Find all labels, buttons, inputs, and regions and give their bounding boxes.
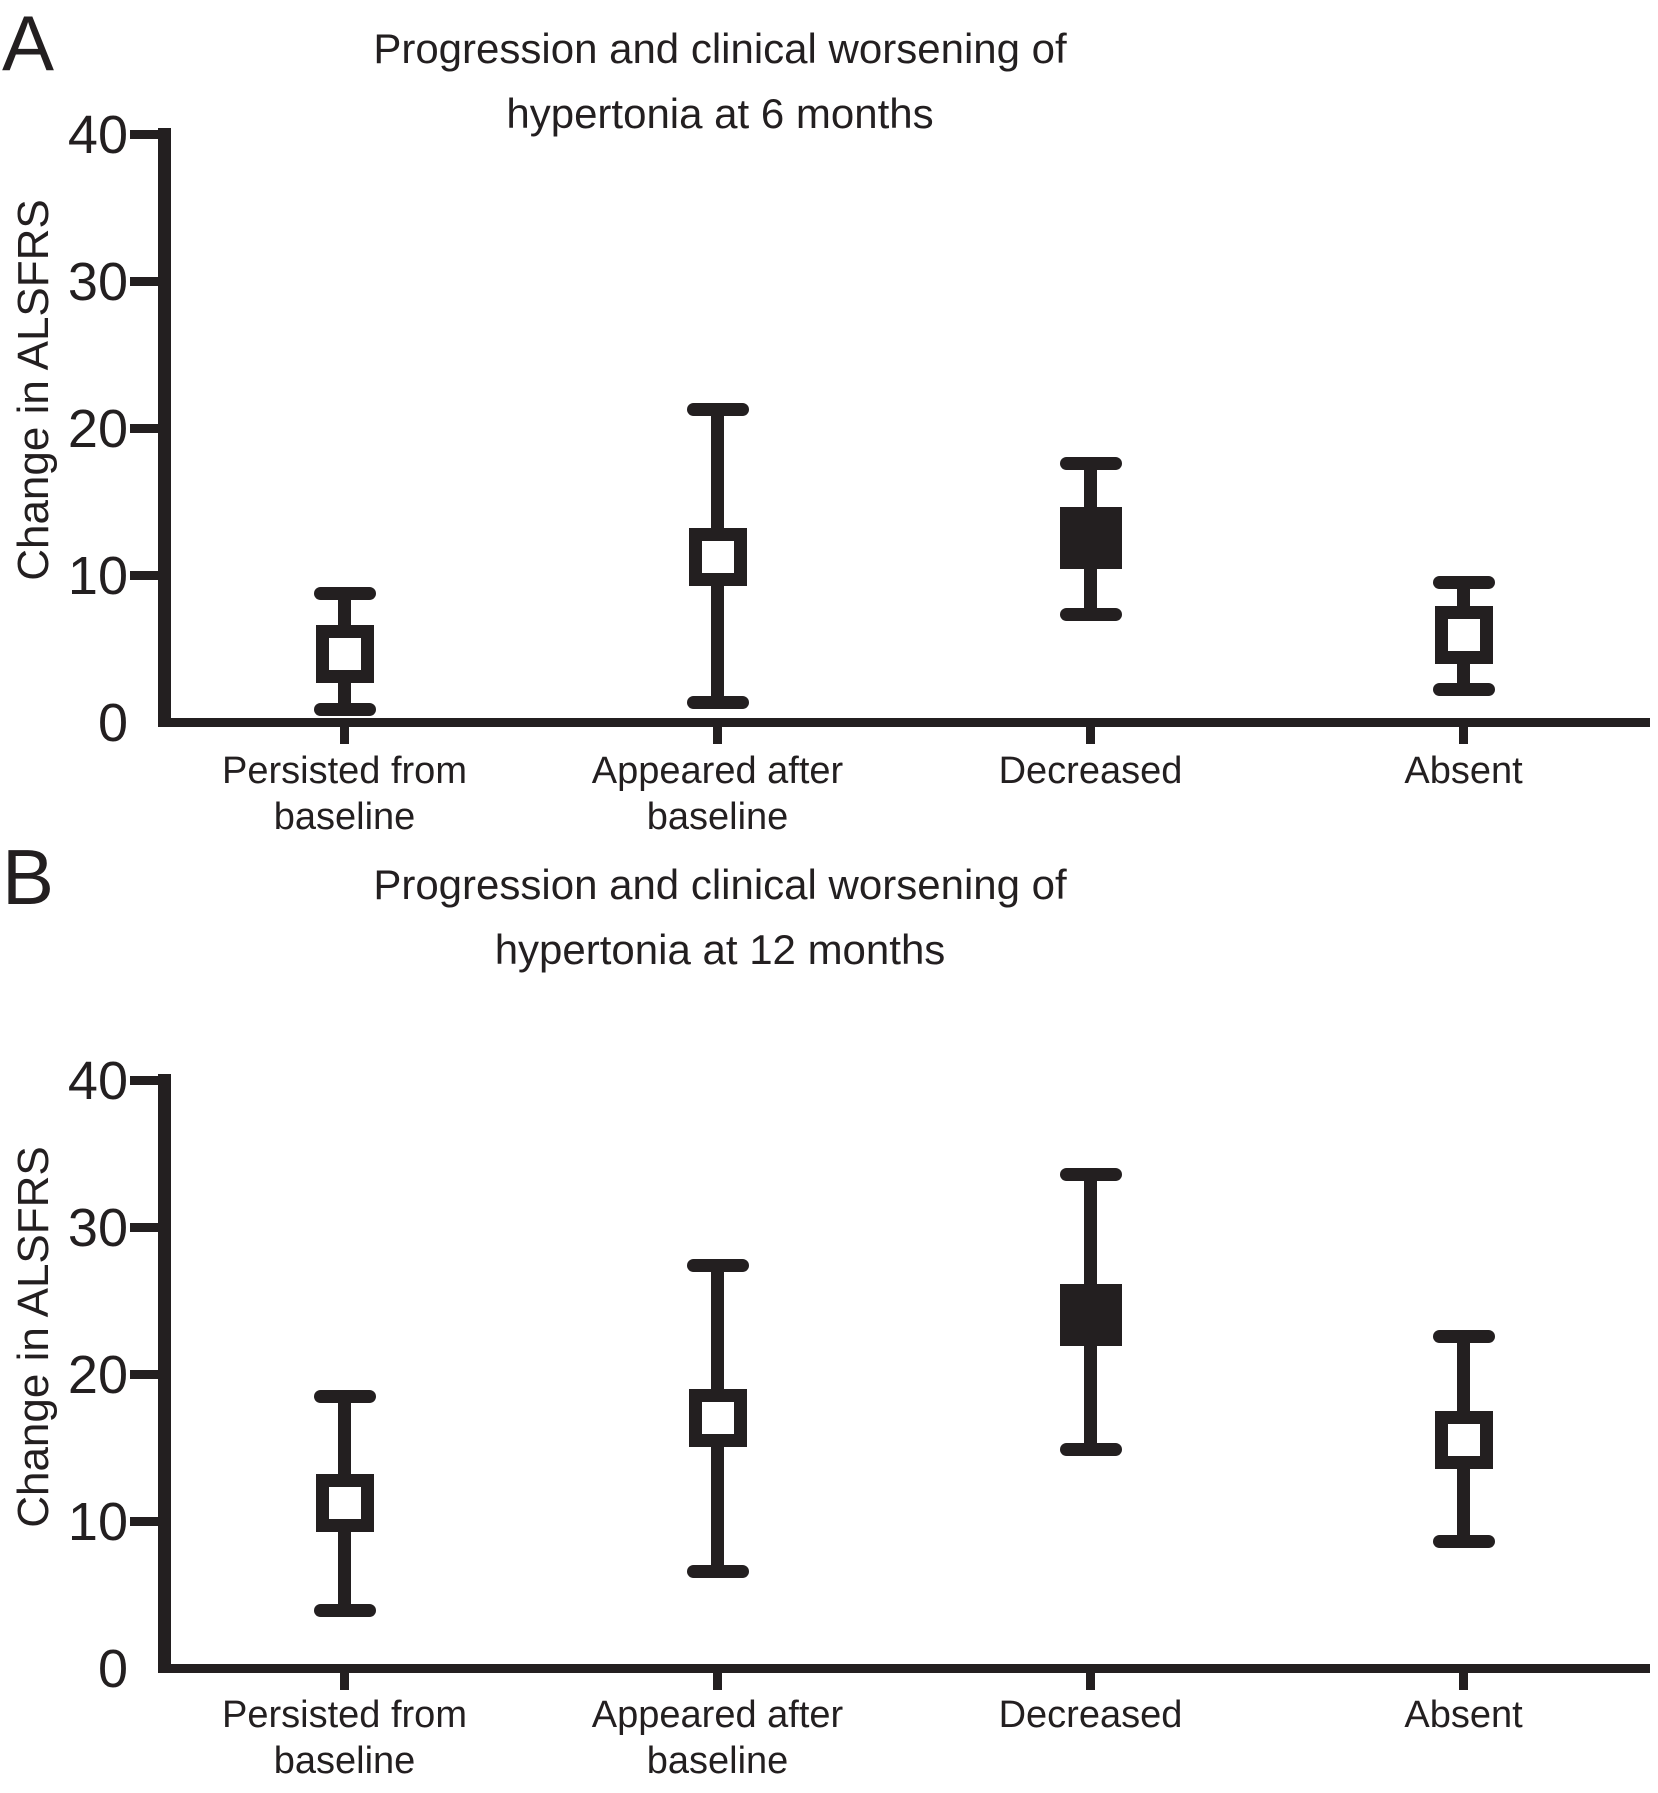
panel-title: Progression and clinical worsening of hyp… [160, 16, 1280, 146]
category-label-line-1: Appeared after [591, 1694, 844, 1736]
marker-square [688, 1389, 747, 1448]
y-axis [158, 128, 171, 726]
y-tick-label: 20 [67, 1345, 128, 1405]
y-tick-label: 40 [67, 1051, 128, 1111]
panel-title: Progression and clinical worsening of hyp… [160, 852, 1280, 982]
category-label: Persisted from baseline [175, 748, 515, 841]
category-label: Absent [1294, 748, 1634, 794]
whisker-cap-top [1432, 1329, 1495, 1343]
x-axis-tick [340, 727, 349, 744]
category-label-line-1: Absent [1404, 750, 1523, 792]
marker-square [1434, 1411, 1493, 1470]
category-label-line-1: Decreased [998, 1694, 1183, 1736]
whisker-cap-top [686, 1259, 749, 1273]
whisker-cap-top [313, 586, 376, 600]
whisker-cap-bottom [1059, 1443, 1122, 1457]
marker-square [1434, 606, 1493, 665]
y-axis-tick [130, 1517, 158, 1526]
x-axis-tick [340, 1673, 349, 1690]
panel-title-line-1: Progression and clinical worsening of [373, 25, 1067, 72]
whisker-cap-bottom [1059, 607, 1122, 621]
whisker-cap-bottom [686, 1565, 749, 1579]
category-label-line-1: Absent [1404, 1694, 1523, 1736]
whisker-cap-top [686, 402, 749, 416]
y-axis-tick [130, 1076, 158, 1085]
whisker-cap-bottom [313, 703, 376, 717]
y-tick-label: 10 [67, 1492, 128, 1552]
y-axis-tick [130, 277, 158, 286]
category-label-line-2: baseline [273, 1740, 416, 1783]
y-tick-label: 20 [67, 399, 128, 459]
y-axis-tick [130, 424, 158, 433]
y-axis-tick [130, 1370, 158, 1379]
y-tick-label: 30 [67, 1198, 128, 1258]
category-label-line-2: baseline [273, 796, 416, 839]
panel-letter: B [2, 833, 55, 921]
category-label-line-2: baseline [646, 796, 789, 839]
panel-title-line-2: hypertonia at 6 months [506, 90, 934, 138]
category-label: Persisted from baseline [175, 1692, 515, 1785]
y-axis-tick [130, 571, 158, 580]
x-axis-tick [713, 1673, 722, 1690]
x-axis-tick [1459, 1673, 1468, 1690]
marker-square [1059, 1284, 1122, 1347]
x-axis-tick [1086, 1673, 1095, 1690]
panel-letter: A [2, 0, 55, 87]
category-label-line-2: baseline [646, 1740, 789, 1783]
category-label-line-1: Persisted from [222, 1694, 467, 1736]
category-label-line-1: Appeared after [591, 750, 844, 792]
y-tick-label: 40 [67, 105, 128, 165]
whisker-cap-bottom [1432, 1534, 1495, 1548]
marker-square [1059, 507, 1122, 570]
category-label-line-1: Decreased [998, 750, 1183, 792]
y-axis-tick [130, 130, 158, 139]
whisker-cap-top [313, 1390, 376, 1404]
category-label-line-1: Persisted from [222, 750, 467, 792]
whisker-cap-bottom [686, 695, 749, 709]
x-axis-tick [1086, 727, 1095, 744]
marker-square [315, 625, 374, 684]
x-axis-tick [1459, 727, 1468, 744]
y-tick-label: 0 [97, 693, 128, 753]
whisker-cap-top [1059, 457, 1122, 471]
category-label: Decreased [921, 1692, 1261, 1738]
whisker-cap-bottom [1432, 682, 1495, 696]
category-label: Appeared after baseline [548, 748, 888, 841]
category-label: Appeared after baseline [548, 1692, 888, 1785]
y-tick-label: 0 [97, 1639, 128, 1699]
marker-square [315, 1474, 374, 1533]
category-label: Decreased [921, 748, 1261, 794]
x-axis [158, 718, 1650, 727]
y-tick-label: 30 [67, 252, 128, 312]
whisker-cap-bottom [313, 1603, 376, 1617]
y-axis-tick [130, 1223, 158, 1232]
whisker-cap-top [1432, 576, 1495, 590]
x-axis-tick [713, 727, 722, 744]
whisker-cap-top [1059, 1168, 1122, 1182]
y-axis [158, 1074, 171, 1672]
y-tick-label: 10 [67, 546, 128, 606]
panel-title-line-1: Progression and clinical worsening of [373, 861, 1067, 908]
marker-square [688, 528, 747, 587]
category-label: Absent [1294, 1692, 1634, 1738]
x-axis [158, 1664, 1650, 1673]
panel-title-line-2: hypertonia at 12 months [494, 926, 946, 974]
